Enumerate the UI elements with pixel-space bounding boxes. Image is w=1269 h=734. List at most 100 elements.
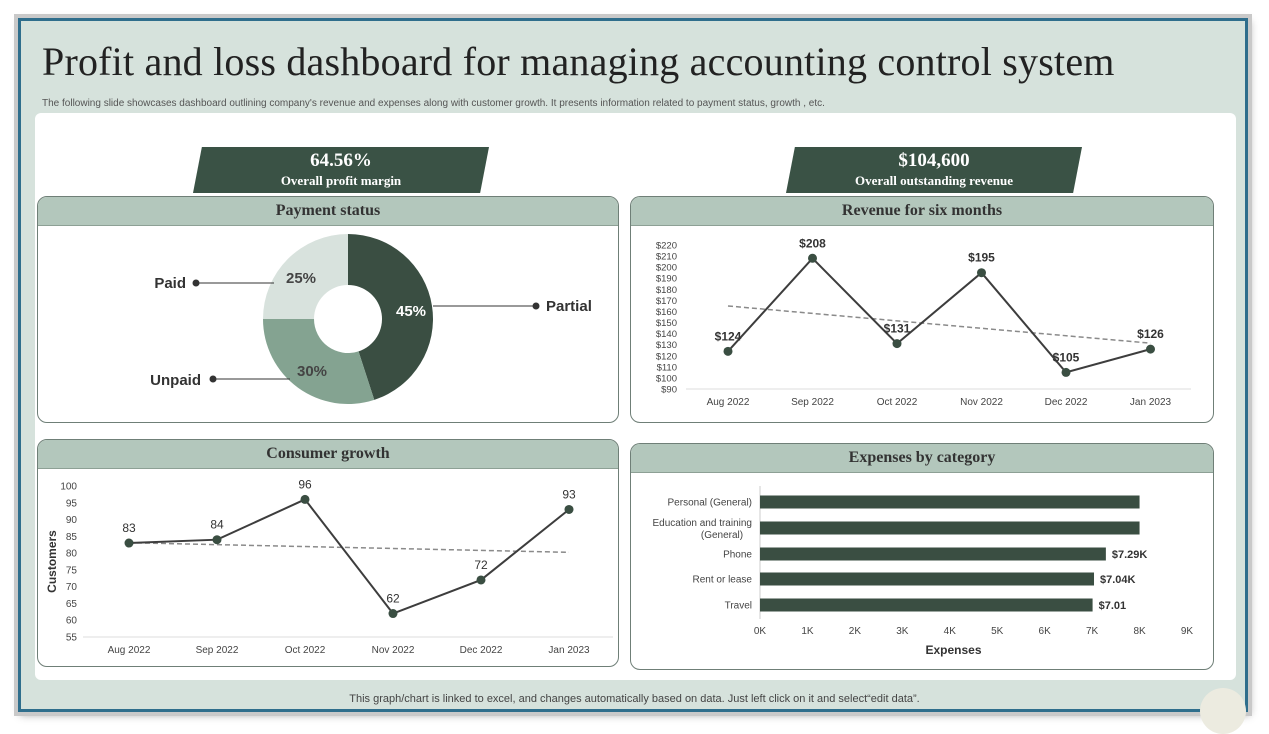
expense-bar [760,572,1095,586]
data-label: 72 [474,558,488,572]
x-tick-label: 5K [991,626,1004,637]
y-tick-label: 75 [66,565,78,576]
data-label: $124 [715,329,742,343]
y-tick-label: 80 [66,549,78,560]
y-tick-label: $140 [656,329,677,340]
y-tick-label: $220 [656,241,677,252]
x-tick-label: Jan 2023 [548,645,590,656]
data-point [808,253,817,263]
y-tick-label: $150 [656,318,677,329]
y-tick-label: $160 [656,307,677,318]
y-tick-label: 100 [60,482,77,493]
x-tick-label: 0K [754,626,767,637]
category-label: Rent or lease [693,575,753,586]
y-tick-label: $170 [656,296,677,307]
x-tick-label: 3K [896,626,909,637]
data-label: $195 [968,251,995,265]
panel-title: Revenue for six months [631,197,1213,226]
x-tick-label: Oct 2022 [877,397,918,408]
x-tick-label: 6K [1039,626,1052,637]
y-tick-label: 60 [66,616,78,627]
bar-value-label: $7.29K [1112,549,1148,561]
data-label: 93 [562,487,576,501]
y-tick-label: 55 [66,633,78,644]
panel-title: Payment status [38,197,618,226]
kpi-outstanding-revenue: $104,600 Overall outstanding revenue [786,147,1082,193]
consumer-growth-chart: 55 60 65 70 75 80 85 90 95 100 Aug 2022 Sep 2022 Oct… [45,477,613,656]
expenses-panel[interactable]: Personal (General) Education and training… [630,443,1214,670]
x-tick-label: 7K [1086,626,1099,637]
x-tick-label: Sep 2022 [791,397,834,408]
footer-note: This graph/chart is linked to excel, and… [349,693,920,705]
y-tick-label: $190 [656,274,677,285]
payment-status-panel[interactable]: 45% Partial 30% Unpaid 25% Paid Payment statu… [37,196,619,423]
x-tick-label: 1K [801,626,814,637]
data-label: $126 [1137,327,1164,341]
pie-category-label: Partial [546,298,592,315]
category-label: Education and training [652,518,752,529]
category-label: (General) [701,530,743,541]
data-point [564,504,574,514]
data-point [977,268,986,278]
data-point [300,494,310,504]
expense-bar [760,521,1140,535]
data-point [1146,344,1155,354]
callout-dot [209,375,217,383]
x-tick-label: 2K [849,626,862,637]
data-point [476,575,486,585]
data-point [212,535,222,545]
kpi-value: $104,600 [898,150,970,171]
x-tick-label: Jan 2023 [1130,397,1172,408]
pie-category-label: Paid [154,275,186,292]
category-label: Travel [725,601,752,612]
payment-status-chart: 45% Partial 30% Unpaid 25% Paid [150,234,592,404]
pie-value-label: 30% [297,363,327,380]
callout-dot [192,279,200,287]
y-tick-label: $210 [656,252,677,263]
revenue-chart: $90$100$110$120$130$140$150$160$170$180$… [656,236,1191,408]
series-line [727,256,1151,374]
data-label: $105 [1053,350,1080,364]
revenue-panel[interactable]: $90 $100 $110 $120 $130 $140 $150 $160 $170 $180 $… [630,196,1214,423]
trendline [727,305,1151,344]
x-tick-label: 9K [1181,626,1194,637]
bar-value-label: $7.04K [1100,574,1136,586]
consumer-growth-panel[interactable]: 55 60 65 70 75 80 85 90 95 100 Aug 2022 Sep 2022 Oct… [37,439,619,667]
y-tick-label: 70 [66,582,78,593]
pie-slice-paid [263,234,348,319]
data-label: 62 [386,592,400,606]
data-label: $131 [884,322,911,336]
pie-value-label: 25% [286,270,316,287]
pie-category-label: Unpaid [150,372,201,389]
trendline [128,541,570,554]
data-label: 96 [298,477,312,491]
expense-bar [760,598,1093,612]
panel-title: Expenses by category [631,444,1213,473]
x-tick-label: Sep 2022 [196,645,239,656]
x-tick-label: Aug 2022 [108,645,151,656]
bar-value-label: $7.01 [1099,600,1127,612]
x-tick-label: Nov 2022 [372,645,415,656]
y-tick-label: $180 [656,285,677,296]
panel-title: Consumer growth [38,440,618,469]
corner-decoration [1200,688,1246,734]
category-label: Personal (General) [668,498,752,509]
x-tick-label: Dec 2022 [1045,397,1088,408]
x-tick-label: 4K [944,626,957,637]
data-label: 83 [122,521,136,535]
y-tick-label: $130 [656,340,677,351]
pie-value-label: 45% [396,303,426,320]
pie-slice-unpaid [263,319,375,404]
y-axis-title: Customers [45,530,59,593]
y-tick-label: $90 [661,385,677,396]
y-tick-label: 65 [66,599,78,610]
kpi-value: 64.56% [310,150,372,171]
y-tick-label: $120 [656,351,677,362]
data-point [1061,367,1071,377]
y-tick-label: 95 [66,498,78,509]
y-tick-label: 85 [66,532,78,543]
y-tick-label: $200 [656,263,677,274]
kpi-label: Overall profit margin [280,173,402,188]
y-tick-label: $100 [656,373,677,384]
x-tick-label: Nov 2022 [960,397,1003,408]
